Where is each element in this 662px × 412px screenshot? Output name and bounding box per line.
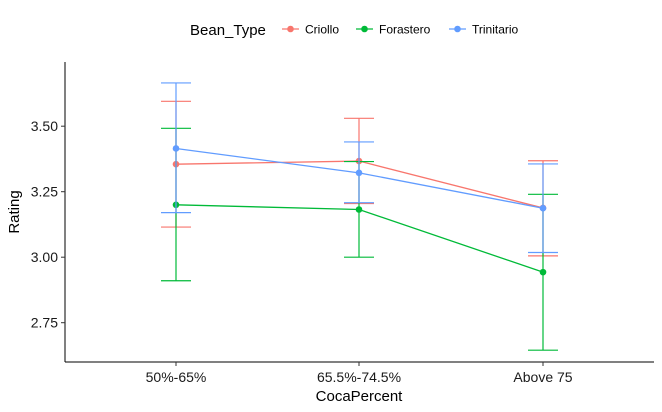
y-axis-title: Rating bbox=[6, 190, 23, 233]
data-point bbox=[355, 169, 363, 177]
legend-item-trinitario: Trinitario bbox=[449, 23, 519, 37]
legend-label: Forastero bbox=[379, 23, 431, 37]
y-tick-label: 2.75 bbox=[31, 315, 58, 331]
data-point bbox=[539, 204, 547, 212]
x-axis-title: CocaPercent bbox=[316, 388, 404, 405]
legend: Bean_Type Criollo Forastero Trinitario bbox=[190, 22, 519, 39]
legend-item-forastero: Forastero bbox=[356, 23, 431, 37]
axes: 2.75 3.00 3.25 3.50 50%-65% 65.5%-74.5% Above … bbox=[31, 62, 654, 385]
y-tick-label: 3.00 bbox=[31, 249, 58, 265]
x-tick-label: 50%-65% bbox=[146, 369, 207, 385]
legend-label: Criollo bbox=[305, 23, 339, 37]
legend-title: Bean_Type bbox=[190, 22, 266, 39]
x-tick-label: 65.5%-74.5% bbox=[317, 369, 401, 385]
legend-key-point bbox=[361, 25, 368, 33]
legend-item-criollo: Criollo bbox=[282, 23, 339, 37]
x-tick-label: Above 75 bbox=[513, 369, 572, 385]
legend-key-point bbox=[287, 25, 294, 33]
y-tick-label: 3.50 bbox=[31, 118, 58, 134]
legend-key-point bbox=[454, 25, 461, 33]
y-tick-label: 3.25 bbox=[31, 184, 58, 200]
data-point bbox=[539, 268, 547, 276]
data-point bbox=[355, 206, 363, 213]
series-trinitario bbox=[161, 82, 558, 254]
plot-area bbox=[161, 82, 558, 351]
data-point bbox=[172, 145, 180, 152]
legend-label: Trinitario bbox=[472, 23, 519, 37]
